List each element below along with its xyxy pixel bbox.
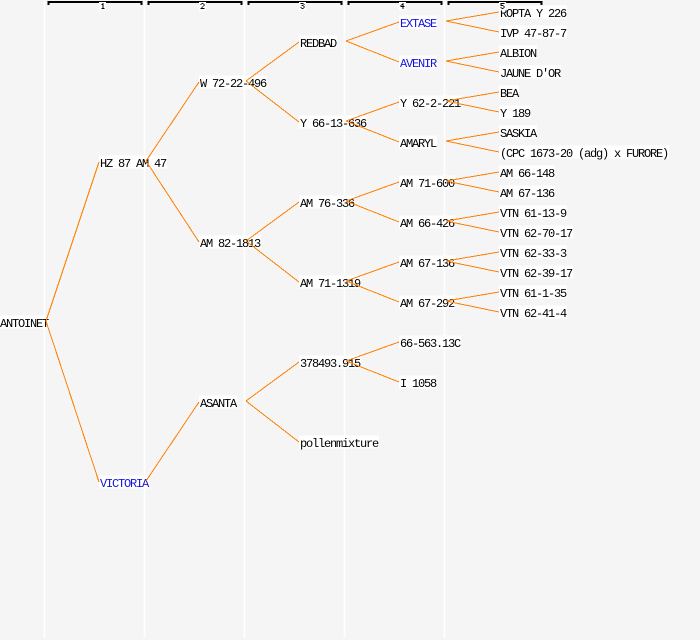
svg-text:pollenmixture: pollenmixture xyxy=(300,437,379,451)
svg-text:Y 62-2-221: Y 62-2-221 xyxy=(400,97,461,111)
svg-text:SASKIA: SASKIA xyxy=(500,127,538,141)
svg-text:AVENIR: AVENIR xyxy=(400,57,437,71)
svg-text:ASANTA: ASANTA xyxy=(200,397,238,411)
svg-text:W 72-22-496: W 72-22-496 xyxy=(200,77,267,91)
svg-text:AM 76-336: AM 76-336 xyxy=(300,197,355,211)
svg-text:AM 71-600: AM 71-600 xyxy=(400,177,455,191)
svg-text:VTN 62-39-17: VTN 62-39-17 xyxy=(500,267,573,281)
svg-text:HZ 87 AM 47: HZ 87 AM 47 xyxy=(100,157,167,171)
svg-text:VTN 61-13-9: VTN 61-13-9 xyxy=(500,207,567,221)
svg-text:Y 66-13-636: Y 66-13-636 xyxy=(300,117,367,131)
svg-text:Y 189: Y 189 xyxy=(500,107,531,121)
svg-text:VTN 62-70-17: VTN 62-70-17 xyxy=(500,227,573,241)
svg-text:REDBAD: REDBAD xyxy=(300,37,337,51)
svg-text:ROPTA Y 226: ROPTA Y 226 xyxy=(500,7,567,21)
svg-text:VICTORIA: VICTORIA xyxy=(100,477,150,491)
svg-text:ANTOINET: ANTOINET xyxy=(0,317,49,331)
svg-text:VTN 62-33-3: VTN 62-33-3 xyxy=(500,247,567,261)
svg-text:AM 66-148: AM 66-148 xyxy=(500,167,555,181)
svg-text:AMARYL: AMARYL xyxy=(400,137,437,151)
svg-text:JAUNE D'OR: JAUNE D'OR xyxy=(500,67,561,81)
svg-text:ALBION: ALBION xyxy=(500,47,537,61)
svg-text:BEA: BEA xyxy=(500,87,520,101)
svg-text:AM 82-1813: AM 82-1813 xyxy=(200,237,261,251)
svg-text:AM 67-292: AM 67-292 xyxy=(400,297,455,311)
svg-text:VTN 61-1-35: VTN 61-1-35 xyxy=(500,287,567,301)
svg-text:EXTASE: EXTASE xyxy=(400,17,437,31)
svg-text:VTN 62-41-4: VTN 62-41-4 xyxy=(500,307,567,321)
svg-text:(CPC 1673-20 (adg) x FURORE): (CPC 1673-20 (adg) x FURORE) xyxy=(500,147,668,161)
svg-text:AM 67-136: AM 67-136 xyxy=(500,187,555,201)
svg-text:66-563.13C: 66-563.13C xyxy=(400,337,461,351)
svg-text:I 1058: I 1058 xyxy=(400,377,437,391)
svg-text:AM 66-426: AM 66-426 xyxy=(400,217,455,231)
svg-text:AM 67-136: AM 67-136 xyxy=(400,257,455,271)
svg-text:IVP 47-87-7: IVP 47-87-7 xyxy=(500,27,567,41)
